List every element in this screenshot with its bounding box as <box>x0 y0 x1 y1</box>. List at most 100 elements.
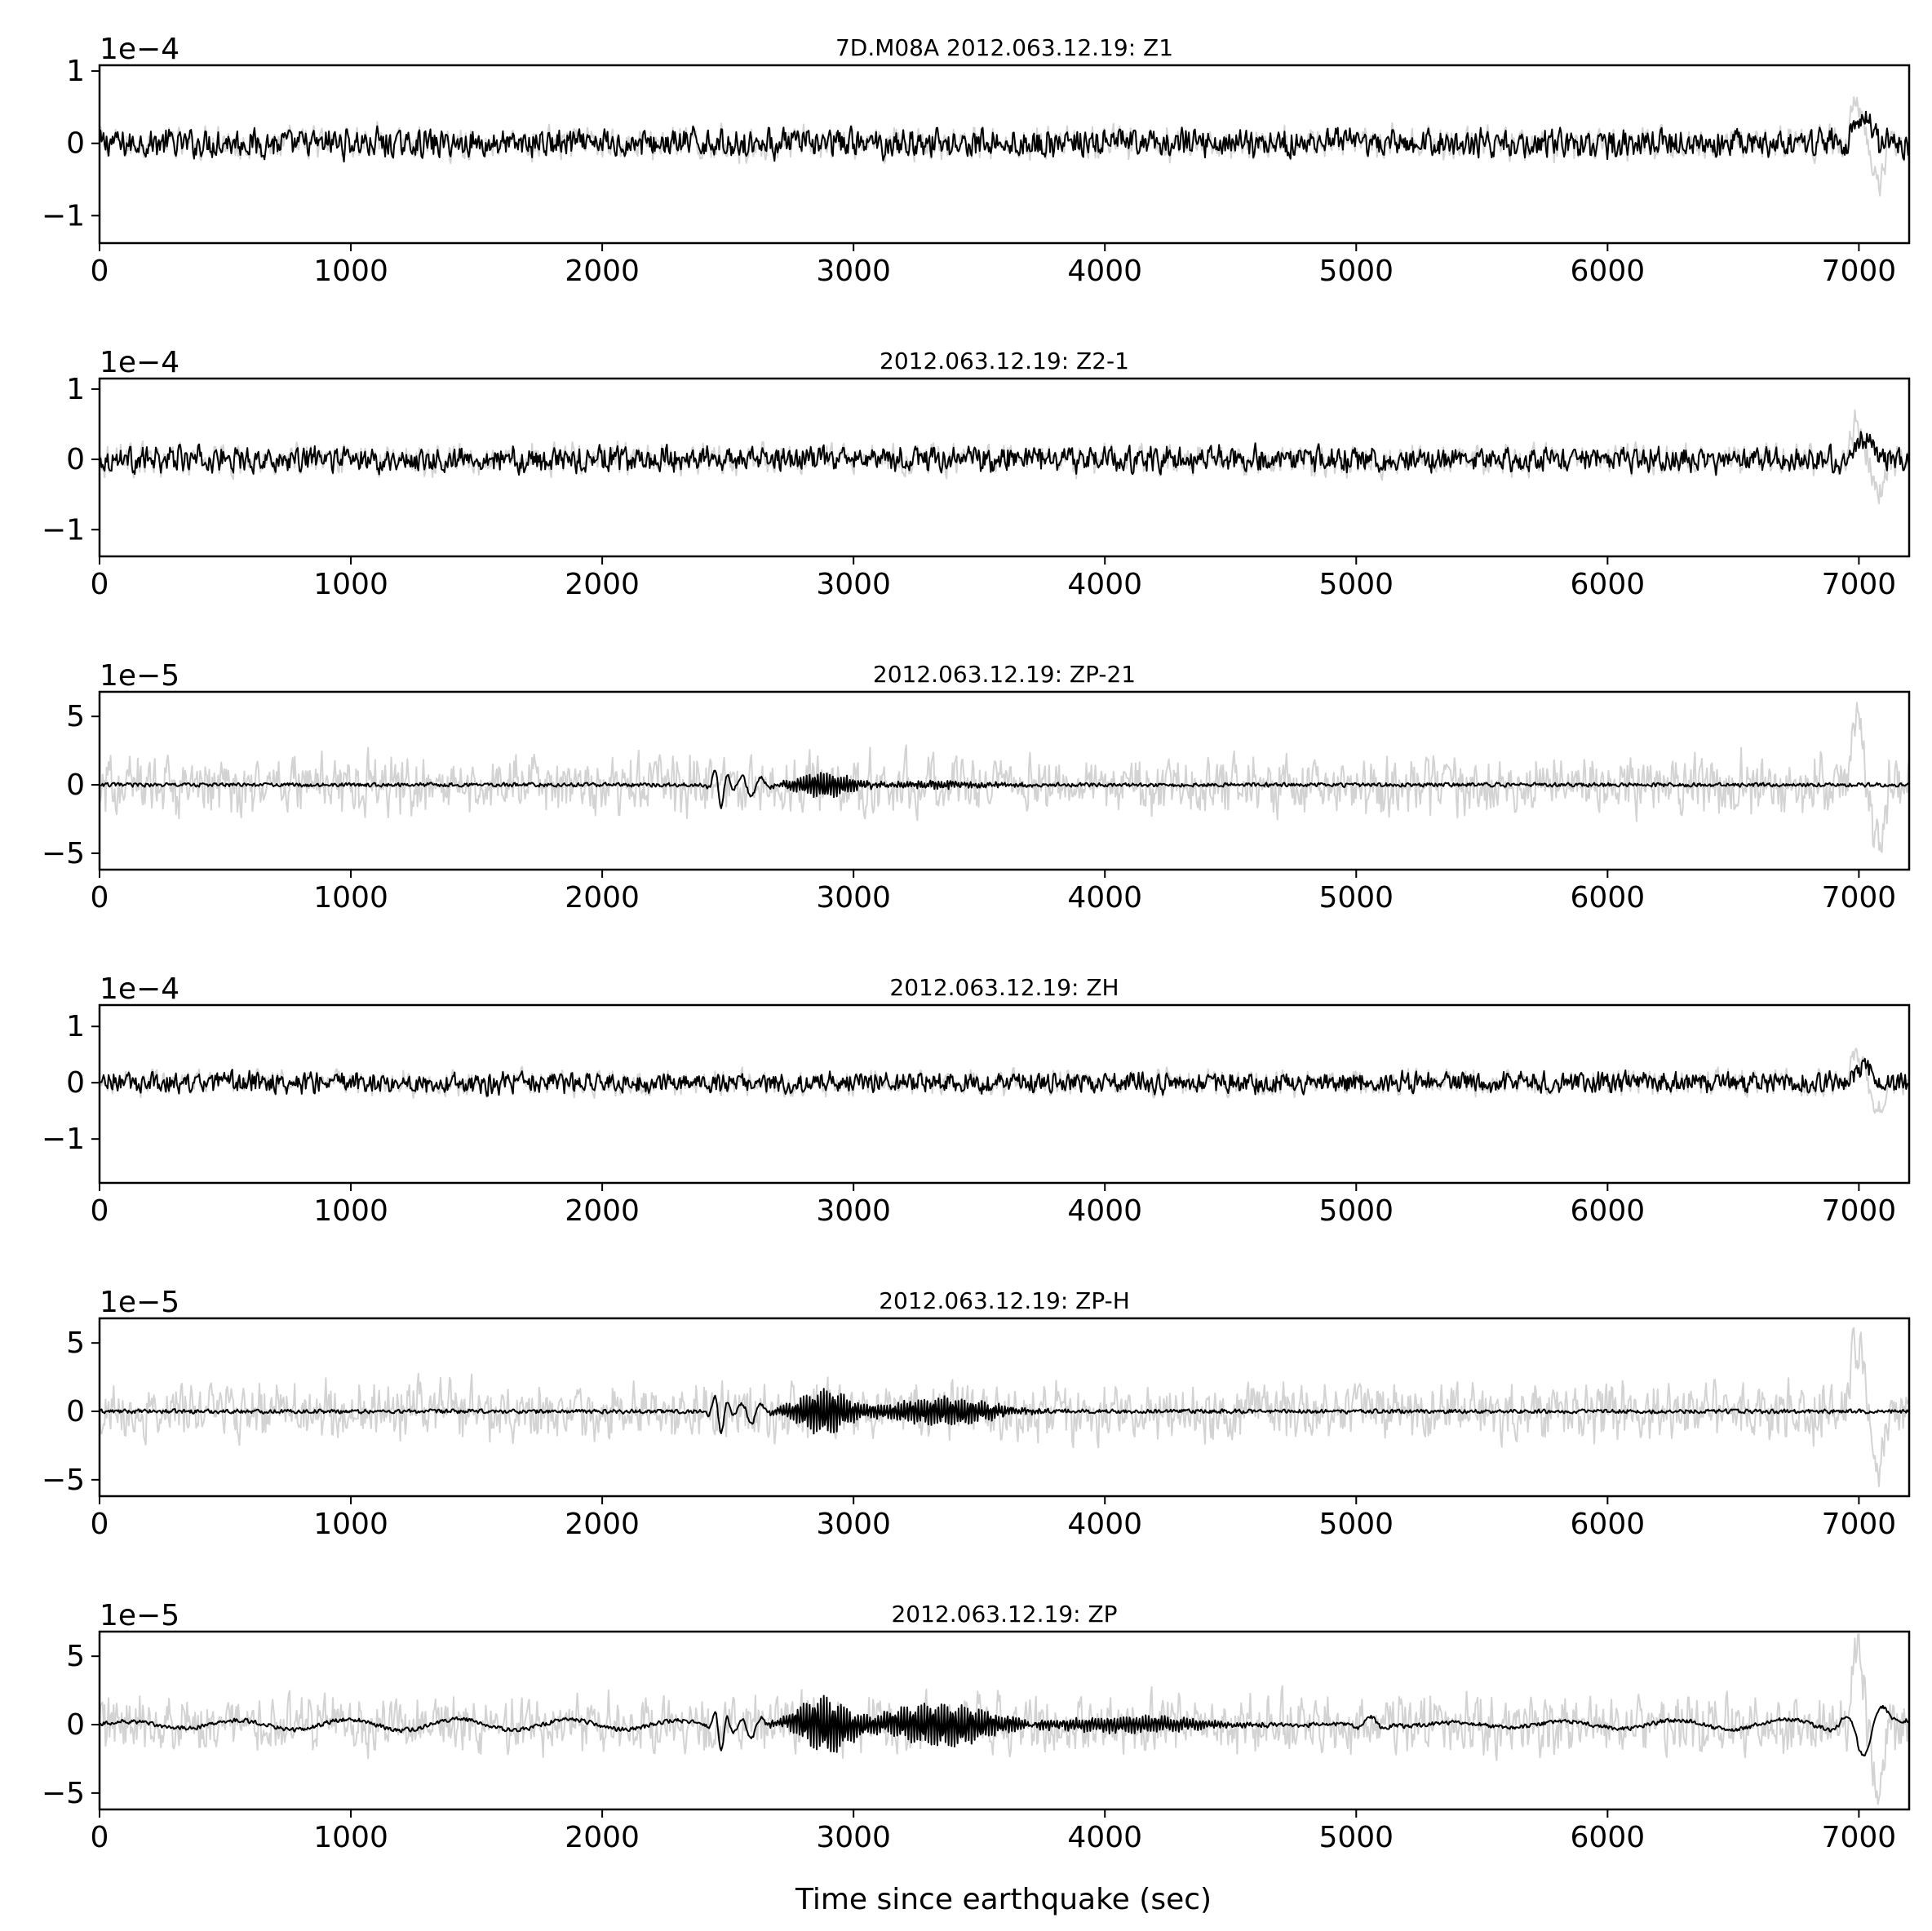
y-tick-label: 0 <box>66 127 85 161</box>
axes-frame <box>98 1317 1911 1498</box>
panel-3: 2012.063.12.19: ZP-21 1e−5 0 1000 2000 3000 40… <box>42 659 1911 915</box>
x-tick-label: 7000 <box>1822 255 1897 288</box>
corrected-trace <box>100 431 1909 476</box>
panel-1: 7D.M08A 2012.063.12.19: Z1 1e−4 0 1000 2000 3… <box>42 33 1911 288</box>
y-tick-label: 0 <box>66 768 85 802</box>
y-tick-label: 0 <box>66 1708 85 1742</box>
y-tick-label: −5 <box>42 1464 85 1497</box>
panel-title: 2012.063.12.19: ZP-H <box>879 1287 1130 1314</box>
x-tick-label: 0 <box>91 881 109 915</box>
x-tick-label: 0 <box>91 1821 109 1854</box>
y-tick-label: 1 <box>66 1010 85 1043</box>
offset-label: 1e−4 <box>100 346 179 379</box>
x-tick-label: 0 <box>91 568 109 601</box>
panel-6: 2012.063.12.19: ZP 1e−5 0 1000 2000 3000 4000 5… <box>42 1599 1911 1854</box>
x-tick-label: 5000 <box>1318 1508 1394 1541</box>
x-tick-label: 0 <box>91 1194 109 1228</box>
raw-trace <box>100 702 1909 853</box>
offset-label: 1e−5 <box>100 1599 179 1632</box>
x-tick-label: 3000 <box>816 1821 891 1854</box>
x-tick-label: 0 <box>91 1508 109 1541</box>
panel-title: 7D.M08A 2012.063.12.19: Z1 <box>835 34 1173 61</box>
x-tick-label: 4000 <box>1067 1508 1142 1541</box>
x-tick-label: 6000 <box>1571 568 1646 601</box>
x-tick-label: 2000 <box>565 881 640 915</box>
panel-5: 2012.063.12.19: ZP-H 1e−5 0 1000 2000 3000 400… <box>42 1286 1911 1541</box>
x-tick-label: 6000 <box>1571 1194 1646 1228</box>
x-tick-label: 1000 <box>313 568 388 601</box>
y-tick-label: −5 <box>42 1777 85 1810</box>
traces <box>100 1326 1909 1488</box>
x-tick-label: 5000 <box>1318 1194 1394 1228</box>
y-tick-label: −1 <box>42 513 85 547</box>
offset-label: 1e−4 <box>100 33 179 66</box>
corrected-trace <box>100 110 1909 163</box>
x-tick-label: 5000 <box>1318 1821 1394 1854</box>
traces <box>100 1047 1909 1114</box>
raw-trace <box>100 1633 1909 1805</box>
panel-title: 2012.063.12.19: Z2-1 <box>880 348 1129 374</box>
axes-frame <box>98 377 1911 558</box>
x-tick-label: 4000 <box>1067 255 1142 288</box>
corrected-trace <box>100 1388 1909 1435</box>
x-tick-label: 1000 <box>313 255 388 288</box>
x-tick-label: 7000 <box>1822 568 1897 601</box>
y-tick-label: 5 <box>66 1326 85 1360</box>
x-tick-label: 4000 <box>1067 1821 1142 1854</box>
axes-frame <box>98 1630 1911 1811</box>
y-tick-label: 0 <box>66 1395 85 1428</box>
corrected-trace <box>100 1057 1909 1097</box>
y-tick-label: 0 <box>66 1066 85 1100</box>
traces <box>100 702 1909 853</box>
panel-title: 2012.063.12.19: ZH <box>889 974 1119 1001</box>
x-tick-label: 3000 <box>816 881 891 915</box>
traces <box>100 1633 1909 1805</box>
x-tick-label: 6000 <box>1571 1508 1646 1541</box>
x-tick-label: 4000 <box>1067 1194 1142 1228</box>
x-tick-label: 2000 <box>565 255 640 288</box>
x-tick-label: 1000 <box>313 881 388 915</box>
axes-frame <box>98 1003 1911 1185</box>
x-tick-label: 3000 <box>816 568 891 601</box>
traces <box>100 95 1909 197</box>
corrected-trace <box>100 769 1909 809</box>
x-tick-label: 3000 <box>816 1194 891 1228</box>
panel-2: 2012.063.12.19: Z2-1 1e−4 0 1000 2000 3000 400… <box>42 346 1911 601</box>
x-tick-label: 5000 <box>1318 881 1394 915</box>
x-tick-label: 2000 <box>565 1194 640 1228</box>
x-tick-label: 7000 <box>1822 881 1897 915</box>
offset-label: 1e−5 <box>100 1286 179 1319</box>
x-tick-label: 2000 <box>565 1821 640 1854</box>
x-tick-label: 6000 <box>1571 255 1646 288</box>
x-tick-label: 7000 <box>1822 1508 1897 1541</box>
y-tick-label: −1 <box>42 199 85 233</box>
y-tick-label: 5 <box>66 700 85 733</box>
y-tick-label: −5 <box>42 837 85 870</box>
x-tick-label: 1000 <box>313 1194 388 1228</box>
x-tick-label: 4000 <box>1067 568 1142 601</box>
x-tick-label: 7000 <box>1822 1194 1897 1228</box>
x-tick-label: 2000 <box>565 568 640 601</box>
y-tick-label: −1 <box>42 1123 85 1156</box>
offset-label: 1e−4 <box>100 972 179 1006</box>
y-tick-label: 1 <box>66 55 85 88</box>
offset-label: 1e−5 <box>100 659 179 693</box>
axes-frame <box>98 690 1911 871</box>
x-tick-label: 3000 <box>816 255 891 288</box>
x-tick-label: 4000 <box>1067 881 1142 915</box>
x-tick-label: 5000 <box>1318 568 1394 601</box>
x-tick-label: 2000 <box>565 1508 640 1541</box>
x-tick-label: 6000 <box>1571 1821 1646 1854</box>
x-tick-label: 6000 <box>1571 881 1646 915</box>
axes-frame <box>98 64 1911 245</box>
panel-title: 2012.063.12.19: ZP-21 <box>873 661 1136 688</box>
x-tick-label: 0 <box>91 255 109 288</box>
x-tick-label: 7000 <box>1822 1821 1897 1854</box>
panel-title: 2012.063.12.19: ZP <box>891 1601 1117 1628</box>
y-tick-label: 5 <box>66 1640 85 1673</box>
y-tick-label: 1 <box>66 373 85 406</box>
y-tick-label: 0 <box>66 443 85 476</box>
x-tick-label: 5000 <box>1318 255 1394 288</box>
x-tick-label: 3000 <box>816 1508 891 1541</box>
